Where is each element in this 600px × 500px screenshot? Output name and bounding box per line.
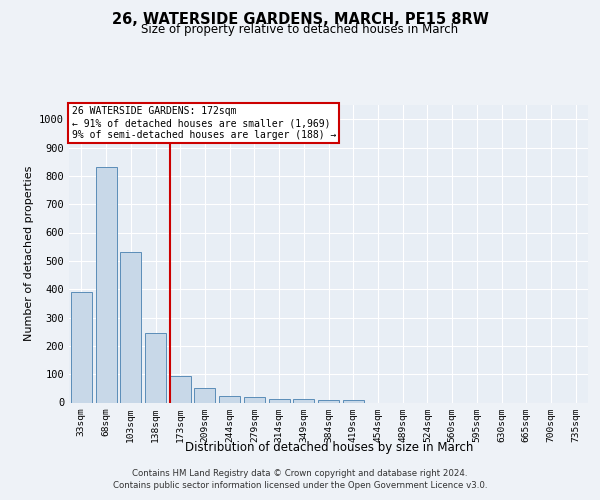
Text: Contains public sector information licensed under the Open Government Licence v3: Contains public sector information licen… xyxy=(113,481,487,490)
Y-axis label: Number of detached properties: Number of detached properties xyxy=(23,166,34,342)
Text: 26, WATERSIDE GARDENS, MARCH, PE15 8RW: 26, WATERSIDE GARDENS, MARCH, PE15 8RW xyxy=(112,12,488,28)
Bar xyxy=(170,376,191,402)
Text: Contains HM Land Registry data © Crown copyright and database right 2024.: Contains HM Land Registry data © Crown c… xyxy=(132,469,468,478)
Bar xyxy=(219,396,240,402)
Bar xyxy=(194,388,215,402)
Bar xyxy=(95,168,116,402)
Bar xyxy=(269,398,290,402)
Text: 26 WATERSIDE GARDENS: 172sqm
← 91% of detached houses are smaller (1,969)
9% of : 26 WATERSIDE GARDENS: 172sqm ← 91% of de… xyxy=(71,106,336,140)
Bar xyxy=(120,252,141,402)
Bar xyxy=(145,333,166,402)
Text: Distribution of detached houses by size in March: Distribution of detached houses by size … xyxy=(185,441,473,454)
Bar xyxy=(244,398,265,402)
Bar xyxy=(293,399,314,402)
Bar xyxy=(318,400,339,402)
Text: Size of property relative to detached houses in March: Size of property relative to detached ho… xyxy=(142,22,458,36)
Bar xyxy=(71,292,92,403)
Bar xyxy=(343,400,364,402)
